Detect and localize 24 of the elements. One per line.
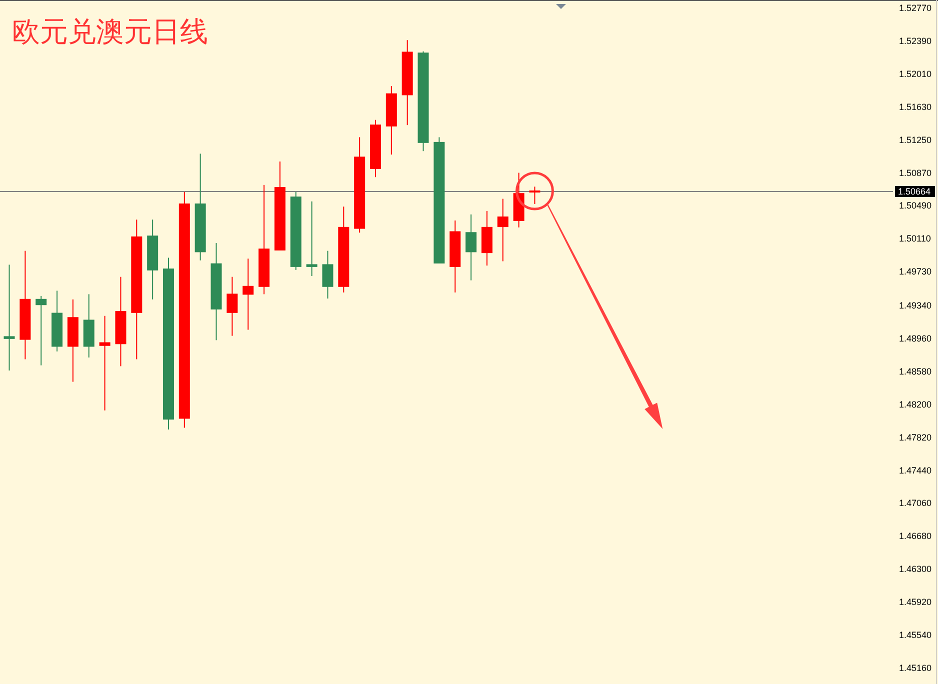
ref-line-label: 1.50664	[895, 186, 935, 197]
ref-line-label: 1.50664	[898, 186, 931, 196]
y-tick-label: 1.49730	[899, 266, 932, 277]
y-tick-label: 1.47440	[899, 465, 932, 476]
y-tick-label: 1.46300	[899, 564, 932, 574]
y-tick-label: 1.45920	[899, 597, 932, 608]
y-tick-label: 1.46680	[899, 531, 932, 542]
y-tick-label: 1.50110	[899, 234, 931, 244]
y-tick-label: 1.48200	[899, 399, 932, 410]
y-tick-label: 1.47820	[899, 432, 932, 442]
chart-title: 欧元兑澳元日线	[12, 17, 208, 48]
y-tick-label: 1.48580	[899, 366, 932, 376]
y-tick-label: 1.45160	[899, 663, 932, 673]
y-tick-label: 1.50870	[899, 168, 932, 178]
y-tick-label: 1.48960	[899, 333, 932, 344]
y-tick-label: 1.51630	[899, 102, 932, 112]
y-tick-label: 1.47060	[899, 498, 932, 508]
y-tick-label: 1.49340	[899, 300, 932, 310]
y-tick-label: 1.52770	[899, 3, 932, 13]
y-tick-label: 1.50490	[899, 200, 932, 211]
y-tick-label: 1.51250	[899, 134, 932, 145]
y-tick-label: 1.45540	[899, 630, 932, 640]
y-tick-label: 1.52390	[899, 36, 932, 46]
y-tick-label: 1.52010	[899, 68, 932, 79]
